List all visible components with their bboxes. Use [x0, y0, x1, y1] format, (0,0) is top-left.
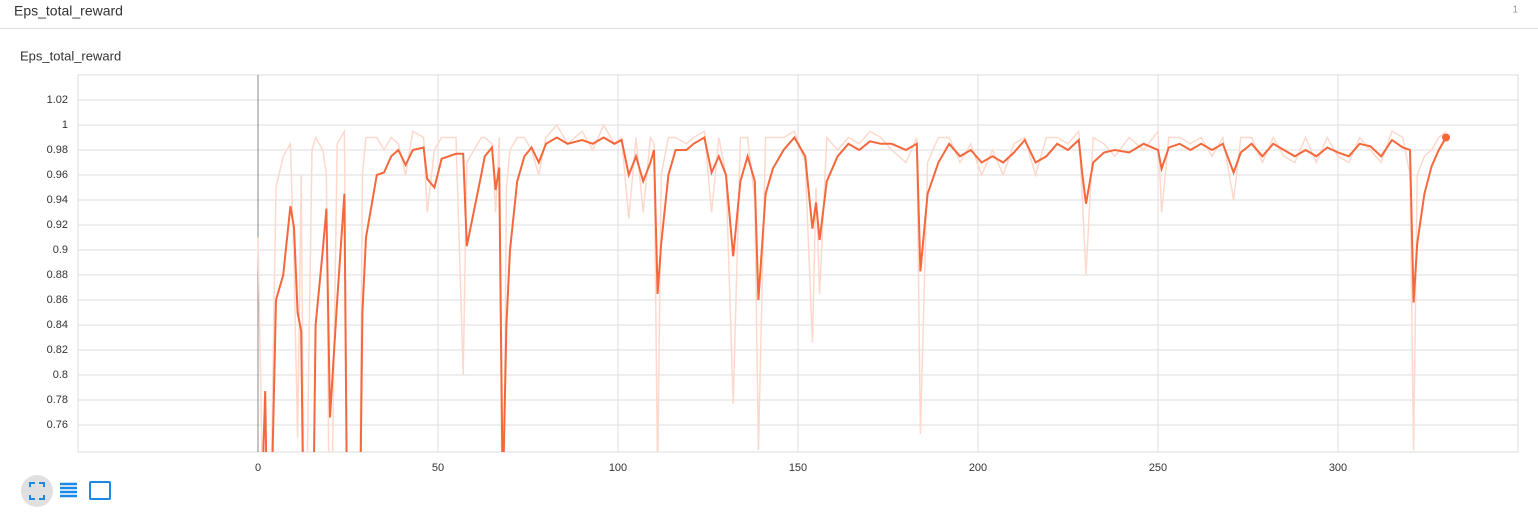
y-tick-label: 0.86 [47, 294, 68, 306]
fit-button-bg[interactable] [21, 475, 53, 507]
y-tick-label: 0.76 [47, 419, 68, 431]
y-tick-label: 0.78 [47, 394, 68, 406]
series-line [262, 135, 1447, 452]
data-icon[interactable] [60, 482, 77, 498]
x-tick-label: 250 [1149, 462, 1167, 474]
chart-title: Eps_total_reward [20, 48, 121, 63]
plot [257, 123, 1450, 452]
header-title: Eps_total_reward [14, 3, 123, 19]
header-bar [0, 0, 1538, 28]
y-tick-label: 0.98 [47, 144, 68, 156]
toolbar [21, 475, 111, 507]
y-tick-label: 0.96 [47, 169, 68, 181]
x-tick-label: 150 [789, 462, 807, 474]
y-tick-label: 0.94 [47, 194, 68, 206]
last-point [1442, 133, 1450, 142]
zoom-icon[interactable] [89, 481, 111, 500]
grid: 0.76 0.78 0.8 0.82 0.84 0.86 0.88 0.9 0.92 0.94 0.… [47, 74, 1519, 474]
y-tick-label: 1.02 [47, 94, 68, 106]
y-tick-label: 0.84 [47, 319, 68, 331]
header-count: 1 [1512, 5, 1518, 16]
x-tick-label: 200 [969, 462, 987, 474]
x-tick-label: 50 [432, 462, 444, 474]
y-tick-label: 0.88 [47, 269, 68, 281]
x-tick-label: 300 [1329, 462, 1347, 474]
x-tick-label: 0 [255, 462, 261, 474]
y-tick-label: 0.8 [53, 369, 68, 381]
y-tick-label: 1 [62, 119, 68, 131]
y-tick-label: 0.9 [53, 244, 68, 256]
x-tick-label: 100 [609, 462, 627, 474]
series-line [257, 123, 1447, 452]
y-tick-label: 0.82 [47, 344, 68, 356]
fit-icon[interactable] [29, 482, 45, 500]
y-tick-label: 0.92 [47, 219, 68, 231]
